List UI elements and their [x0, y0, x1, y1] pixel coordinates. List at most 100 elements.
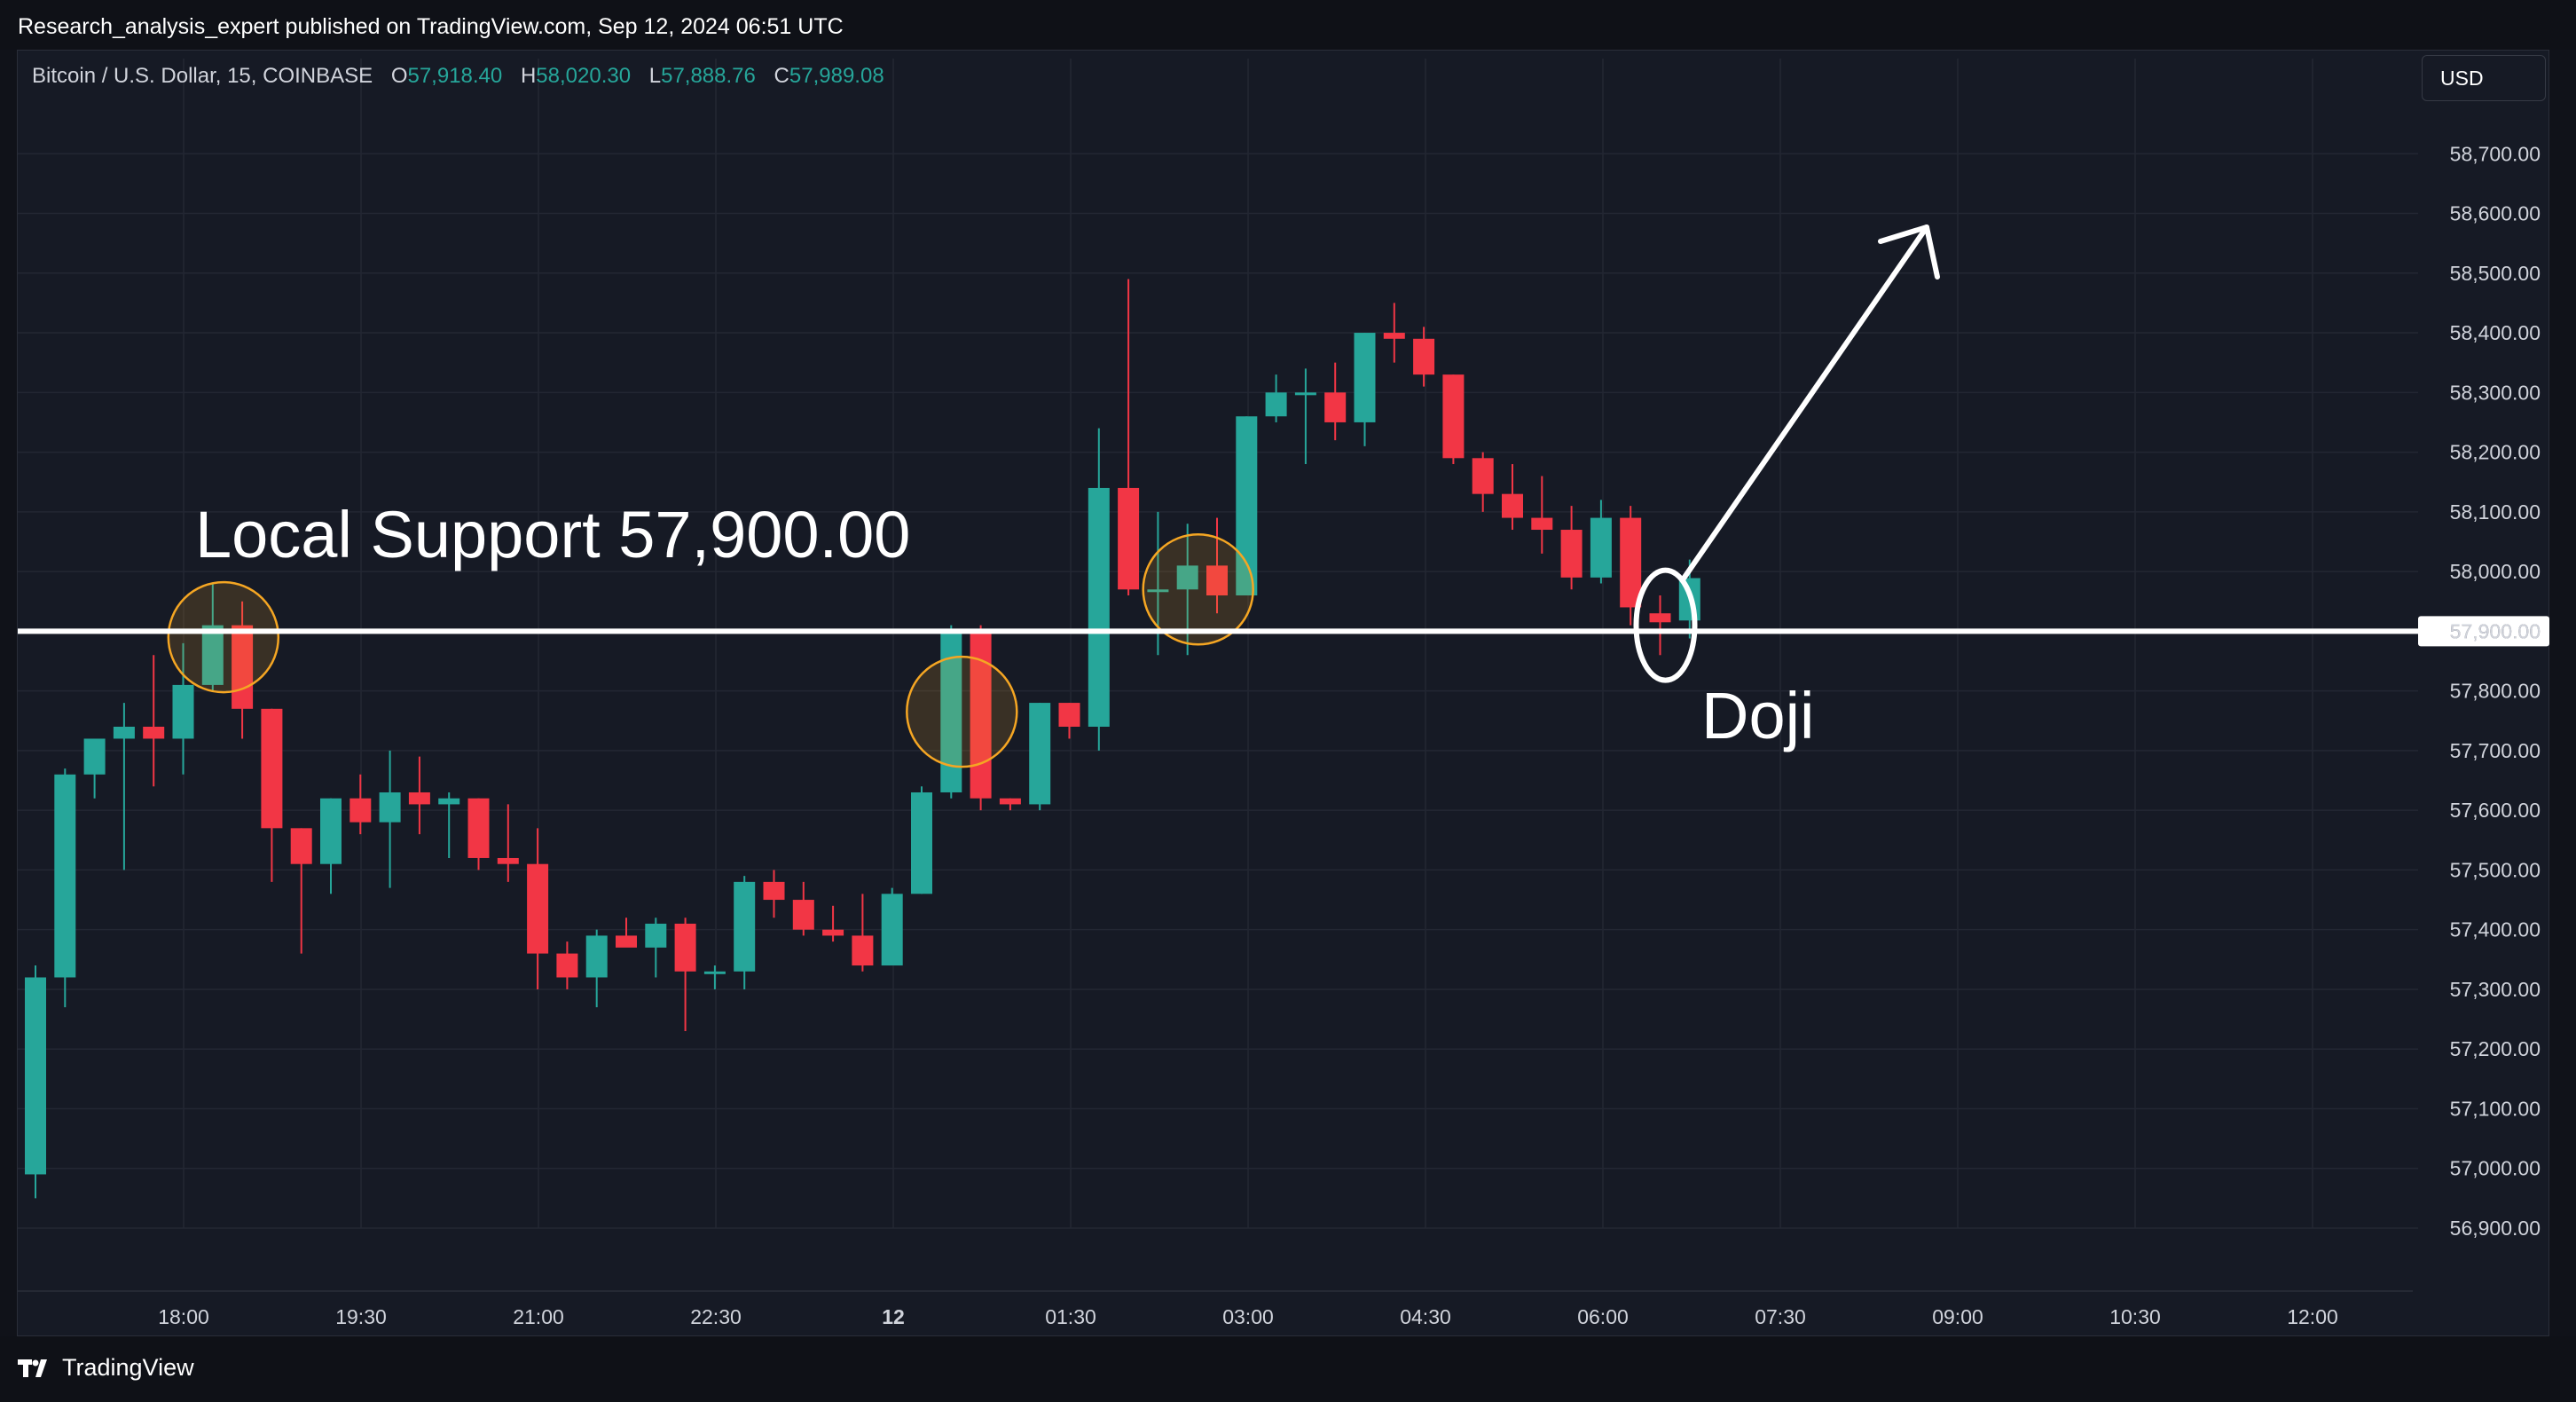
candle[interactable]: [1531, 476, 1553, 554]
candle[interactable]: [379, 750, 401, 888]
y-tick-label: 58,400.00: [2450, 321, 2541, 344]
candle[interactable]: [1265, 374, 1287, 422]
currency-button[interactable]: USD: [2422, 55, 2546, 101]
candle[interactable]: [556, 941, 578, 989]
candle[interactable]: [497, 804, 519, 882]
candle[interactable]: [349, 774, 372, 835]
candle-body: [1088, 487, 1110, 727]
candle-body: [1176, 565, 1198, 590]
y-tick-label: 57,800.00: [2450, 680, 2541, 703]
candle[interactable]: [1236, 416, 1258, 596]
highlight-circle: [1142, 533, 1254, 646]
candle[interactable]: [1324, 362, 1347, 441]
chart-frame[interactable]: [17, 50, 2549, 1336]
candle[interactable]: [999, 798, 1021, 811]
candle[interactable]: [703, 965, 726, 989]
candles[interactable]: [25, 279, 1700, 1199]
candle-body: [1531, 517, 1553, 531]
candle[interactable]: [822, 905, 844, 942]
x-tick-label: 06:00: [1577, 1305, 1629, 1328]
candle[interactable]: [113, 703, 135, 870]
candle-body: [792, 900, 814, 930]
candle-body: [1324, 392, 1347, 422]
candle[interactable]: [852, 894, 874, 972]
high-value: 58,020.30: [536, 64, 631, 88]
candle[interactable]: [143, 655, 165, 787]
candle-body: [261, 708, 283, 829]
candle[interactable]: [1294, 368, 1316, 465]
support-price-tag: [2418, 616, 2549, 647]
candle[interactable]: [616, 918, 637, 948]
candle[interactable]: [1472, 452, 1494, 512]
candle-body: [1590, 517, 1612, 578]
candle-body: [911, 792, 932, 894]
candle[interactable]: [792, 881, 814, 936]
candle[interactable]: [1502, 464, 1523, 531]
highlight-circle: [906, 655, 1018, 768]
candle[interactable]: [1088, 428, 1110, 751]
candle[interactable]: [172, 642, 194, 775]
candle-body: [143, 726, 165, 739]
candle[interactable]: [881, 887, 903, 966]
time-axis[interactable]: 18:00 19:30 21:00 22:30 12 01:30 03:00 04:30 06:…: [158, 1305, 2338, 1328]
candle[interactable]: [201, 583, 224, 691]
candle[interactable]: [1118, 279, 1140, 596]
candle-body: [674, 923, 696, 972]
candle[interactable]: [1383, 303, 1405, 363]
candlestick-chart[interactable]: Local Support 57,900.00 57,900.00 Doji 56,…: [0, 0, 2576, 1336]
candle[interactable]: [54, 768, 76, 1008]
brand[interactable]: TradingView: [18, 1354, 194, 1382]
candle[interactable]: [911, 786, 932, 894]
candle[interactable]: [1442, 374, 1465, 465]
candle-body: [1383, 333, 1405, 339]
x-tick-label: 19:30: [335, 1305, 387, 1328]
candle-body: [1294, 392, 1316, 396]
candle-body: [852, 935, 874, 966]
brand-name: TradingView: [62, 1354, 194, 1381]
candle[interactable]: [261, 708, 283, 882]
x-tick-label: 22:30: [690, 1305, 742, 1328]
candle[interactable]: [763, 870, 785, 918]
candle-body: [1058, 703, 1080, 727]
x-tick-label: 21:00: [513, 1305, 564, 1328]
candle[interactable]: [1620, 506, 1642, 626]
candle-body: [1502, 493, 1523, 518]
candle[interactable]: [438, 792, 460, 858]
candle-body: [1354, 333, 1376, 422]
price-axis[interactable]: 56,900.00 57,000.00 57,100.00 57,200.00 57,3…: [2450, 142, 2541, 1240]
candle[interactable]: [734, 876, 756, 989]
candle-body: [1442, 374, 1465, 459]
y-tick-label: 58,300.00: [2450, 381, 2541, 404]
candle-body: [763, 881, 785, 901]
candle[interactable]: [83, 738, 106, 799]
candle[interactable]: [1560, 506, 1583, 590]
candle[interactable]: [1413, 327, 1435, 387]
candle[interactable]: [585, 929, 608, 1008]
candle-body: [201, 625, 224, 685]
candle[interactable]: [320, 798, 342, 894]
candle[interactable]: [645, 918, 667, 978]
candle[interactable]: [290, 828, 312, 954]
candle[interactable]: [1590, 500, 1612, 584]
candle[interactable]: [232, 601, 254, 739]
candle-body: [1649, 613, 1671, 623]
candle[interactable]: [1354, 333, 1376, 446]
candle-body: [881, 894, 903, 966]
y-tick-label: 57,500.00: [2450, 858, 2541, 881]
candle-body: [497, 857, 519, 864]
candle[interactable]: [674, 918, 696, 1032]
candle[interactable]: [1058, 703, 1080, 739]
candle[interactable]: [1649, 595, 1671, 656]
candle[interactable]: [1206, 517, 1228, 614]
candle-body: [438, 798, 460, 805]
candle[interactable]: [1029, 703, 1051, 811]
candle[interactable]: [408, 756, 430, 835]
candle[interactable]: [527, 828, 549, 989]
footer-bar: TradingView: [0, 1336, 2576, 1402]
candle-body: [645, 923, 667, 948]
candle-body: [320, 798, 342, 864]
candle[interactable]: [467, 798, 490, 870]
candle-body: [408, 792, 430, 805]
candle-body: [1620, 517, 1642, 608]
candle[interactable]: [25, 965, 46, 1199]
